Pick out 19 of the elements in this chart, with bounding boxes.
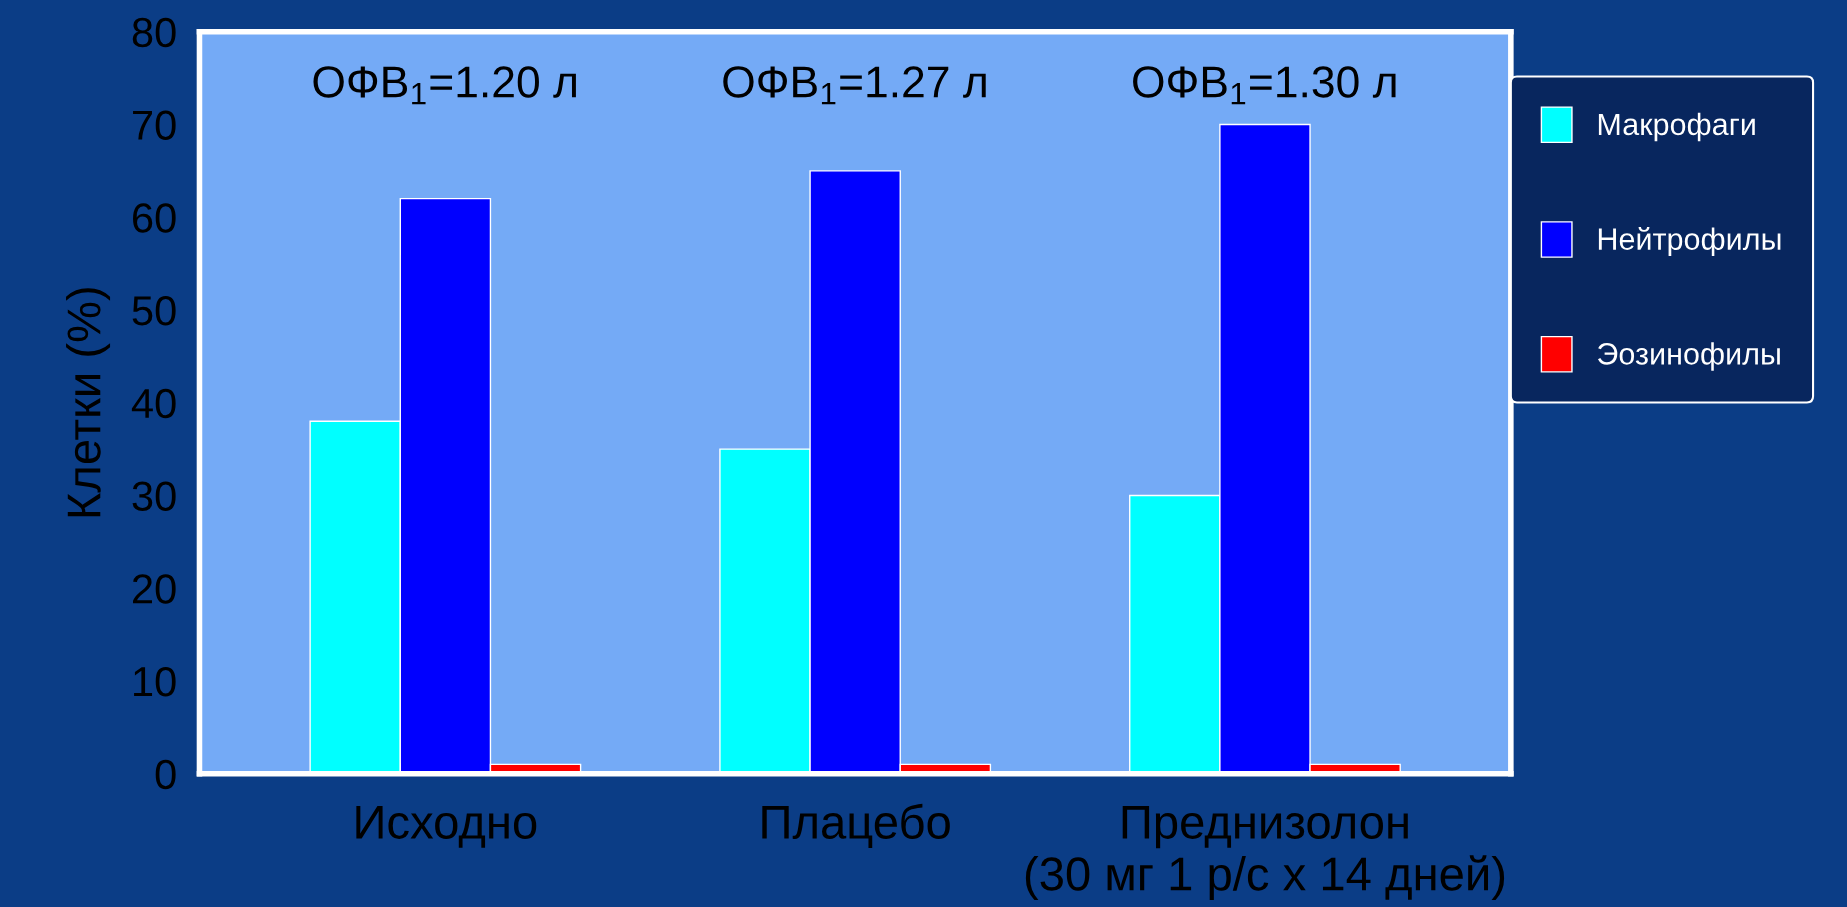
legend-label: Нейтрофилы — [1598, 226, 1781, 256]
annotation: ОФВ$_{1}$=1.30 л — [1133, 66, 1396, 105]
y-tick-label: 60 — [133, 203, 176, 233]
y-tick-label: 0 — [155, 759, 176, 790]
legend-label: Макрофаги — [1598, 112, 1755, 142]
y-axis-title: Клетки (%) — [66, 288, 111, 517]
annotation: ОФВ$_{1}$=1.27 л — [723, 66, 986, 105]
x-tick-label: Исходно — [356, 805, 537, 848]
annotation: ОФВ$_{1}$=1.20 л — [313, 66, 576, 105]
y-tick-label: 20 — [133, 574, 176, 604]
y-tick-label: 50 — [132, 295, 176, 326]
y-tick-label: 40 — [131, 388, 176, 419]
x-tick-label: Плацебо — [762, 803, 950, 848]
legend-label: Эозинофилы — [1597, 342, 1780, 371]
y-tick-label: 10 — [134, 666, 176, 697]
y-tick-label: 80 — [132, 17, 176, 48]
y-tick-label: 70 — [133, 110, 176, 140]
x-tick-label: Преднизолон (30 мг 1 р/с x 14 дней) — [1025, 805, 1505, 901]
y-tick-label: 30 — [132, 481, 176, 511]
